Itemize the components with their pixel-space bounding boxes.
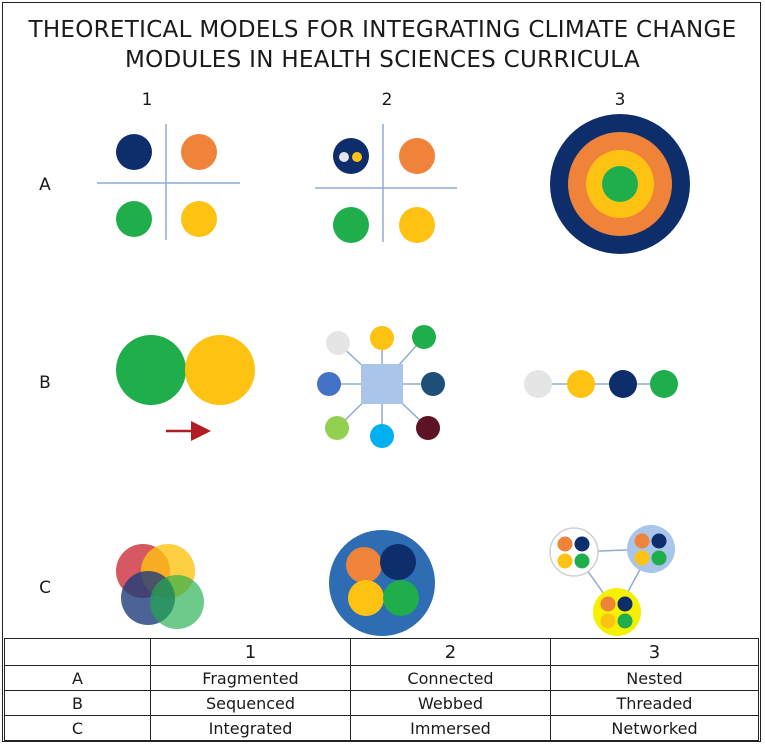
orange-circle — [346, 547, 382, 583]
blue-node — [317, 372, 341, 396]
navy-circle — [380, 544, 416, 580]
table-header-row: 1 2 3 — [4, 638, 759, 666]
integrated-model — [116, 544, 204, 629]
title-line-2: MODULES IN HEALTH SCIENCES CURRICULA — [124, 47, 640, 73]
yellow-node — [567, 370, 595, 398]
row-key-cell: B — [4, 690, 151, 716]
inner-gray-dot — [339, 152, 349, 162]
row-label-a: A — [39, 175, 51, 195]
yellow-cluster — [593, 588, 641, 636]
table-cell: Webbed — [350, 690, 551, 716]
row-label-c: C — [39, 578, 51, 598]
table-cell: Fragmented — [150, 665, 351, 691]
yellow-circle — [399, 207, 435, 243]
maroon-node — [416, 416, 440, 440]
inner-yellow-dot — [352, 152, 362, 162]
row-key-cell: A — [4, 665, 151, 691]
fragmented-model — [97, 124, 240, 240]
green-circle — [116, 335, 186, 405]
green-circle — [333, 207, 369, 243]
row-key-cell: C — [4, 715, 151, 741]
navy-node — [609, 370, 637, 398]
column-label-3: 3 — [614, 90, 626, 110]
table-cell: Sequenced — [150, 690, 351, 716]
column-label-2: 2 — [381, 90, 393, 110]
webbed-model — [317, 325, 445, 448]
header-cell: 1 — [150, 638, 351, 666]
white-cluster — [549, 527, 599, 577]
table-cell: Integrated — [150, 715, 351, 741]
sequenced-model — [116, 335, 255, 441]
column-label-1: 1 — [141, 90, 153, 110]
gray-node — [326, 331, 350, 355]
gray-node — [524, 370, 552, 398]
table-row: C Integrated Immersed Networked — [4, 715, 759, 741]
navy-circle — [333, 138, 369, 174]
blue-cluster — [627, 525, 675, 573]
yellow-circle — [348, 580, 384, 616]
table-cell: Connected — [350, 665, 551, 691]
center-square — [361, 364, 403, 404]
green-node — [412, 325, 436, 349]
header-cell: 3 — [550, 638, 759, 666]
threaded-model — [524, 370, 678, 398]
nested-model — [550, 114, 690, 254]
navy-circle — [116, 134, 152, 170]
yellow-circle — [181, 201, 217, 237]
table-cell: Threaded — [550, 690, 759, 716]
legend-table: 1 2 3 A Fragmented Connected Nested B Se… — [4, 638, 759, 741]
title-line-1: THEORETICAL MODELS FOR INTEGRATING CLIMA… — [28, 17, 737, 43]
sky-node — [370, 424, 394, 448]
outer-blue-circle — [329, 530, 435, 636]
table-cell: Networked — [550, 715, 759, 741]
yellow-node — [370, 326, 394, 350]
header-cell: 2 — [350, 638, 551, 666]
green-circle — [116, 201, 152, 237]
table-row: A Fragmented Connected Nested — [4, 665, 759, 691]
row-label-b: B — [39, 373, 51, 393]
table-cell: Nested — [550, 665, 759, 691]
table-cell: Immersed — [350, 715, 551, 741]
header-cell — [4, 638, 151, 666]
green-circle — [150, 575, 204, 629]
green-node — [650, 370, 678, 398]
models-illustration — [97, 114, 690, 636]
orange-circle — [181, 134, 217, 170]
yellow-circle — [185, 335, 255, 405]
networked-model — [549, 525, 675, 636]
connected-model — [315, 124, 457, 243]
table-row: B Sequenced Webbed Threaded — [4, 690, 759, 716]
light-green-node — [325, 416, 349, 440]
green-core — [602, 166, 638, 202]
orange-circle — [399, 138, 435, 174]
immersed-model — [329, 530, 435, 636]
teal-node — [421, 372, 445, 396]
green-circle — [383, 580, 419, 616]
